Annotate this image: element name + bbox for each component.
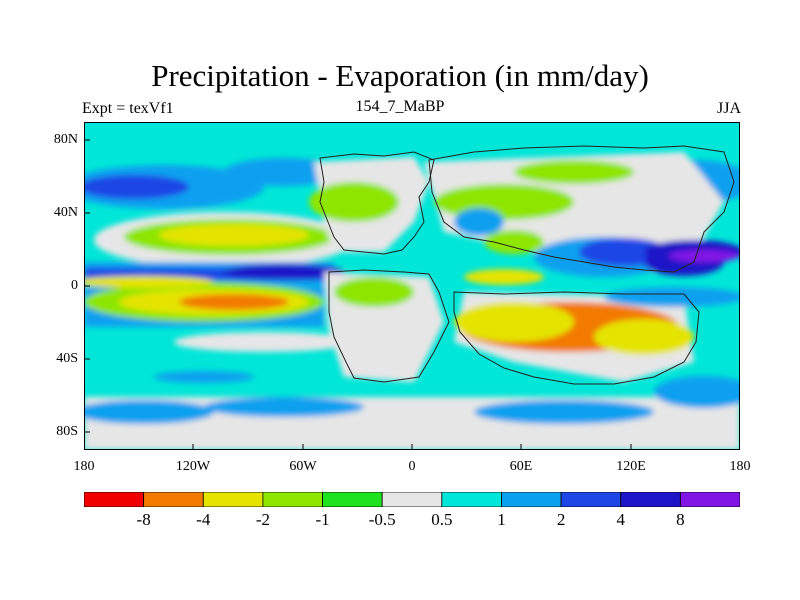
lon-tick: 120W <box>175 459 211 474</box>
colorbar-swatch <box>84 492 145 507</box>
colorbar-swatch <box>441 492 502 507</box>
colorbar-label: -2 <box>255 510 270 529</box>
colorbar-swatch <box>560 492 622 507</box>
lon-tick: 180 <box>729 459 751 474</box>
colorbar <box>84 492 740 507</box>
precip-evap-map <box>84 122 740 450</box>
lat-tick: 40S <box>56 351 78 366</box>
colorbar-label: -8 <box>136 510 151 529</box>
colorbar-label: 2 <box>556 510 566 529</box>
lon-tick: 0 <box>408 459 416 474</box>
colorbar-swatch <box>262 492 323 507</box>
colorbar-swatch <box>501 492 562 507</box>
colorbar-swatch <box>620 492 681 507</box>
lat-tick: 0 <box>71 278 78 293</box>
lon-tick: 180 <box>73 459 95 474</box>
lat-tick: 80N <box>53 132 78 147</box>
colorbar-swatch <box>679 492 740 507</box>
colorbar-label: -4 <box>196 510 211 529</box>
lat-tick: 80S <box>56 424 78 439</box>
plot-title: Precipitation - Evaporation (in mm/day) <box>151 58 649 93</box>
coastline <box>319 145 735 385</box>
colorbar-swatch <box>143 492 204 507</box>
colorbar-label: 1 <box>497 510 506 529</box>
lat-tick: 40N <box>53 205 78 220</box>
colorbar-swatch <box>322 492 383 507</box>
colorbar-label: -0.5 <box>368 510 396 529</box>
time-label: 154_7_MaBP <box>355 98 445 115</box>
colorbar-label: 4 <box>616 510 625 529</box>
lon-tick: 60E <box>509 459 533 474</box>
experiment-label: Expt = texVf1 <box>82 100 174 117</box>
colorbar-swatch <box>381 492 443 507</box>
colorbar-label: 8 <box>676 510 685 529</box>
season-label: JJA <box>716 100 741 117</box>
colorbar-label: -1 <box>315 510 330 529</box>
lon-tick: 120E <box>616 459 646 474</box>
colorbar-swatch <box>202 492 264 507</box>
lon-tick: 60W <box>289 459 317 474</box>
colorbar-label: 0.5 <box>431 510 453 529</box>
